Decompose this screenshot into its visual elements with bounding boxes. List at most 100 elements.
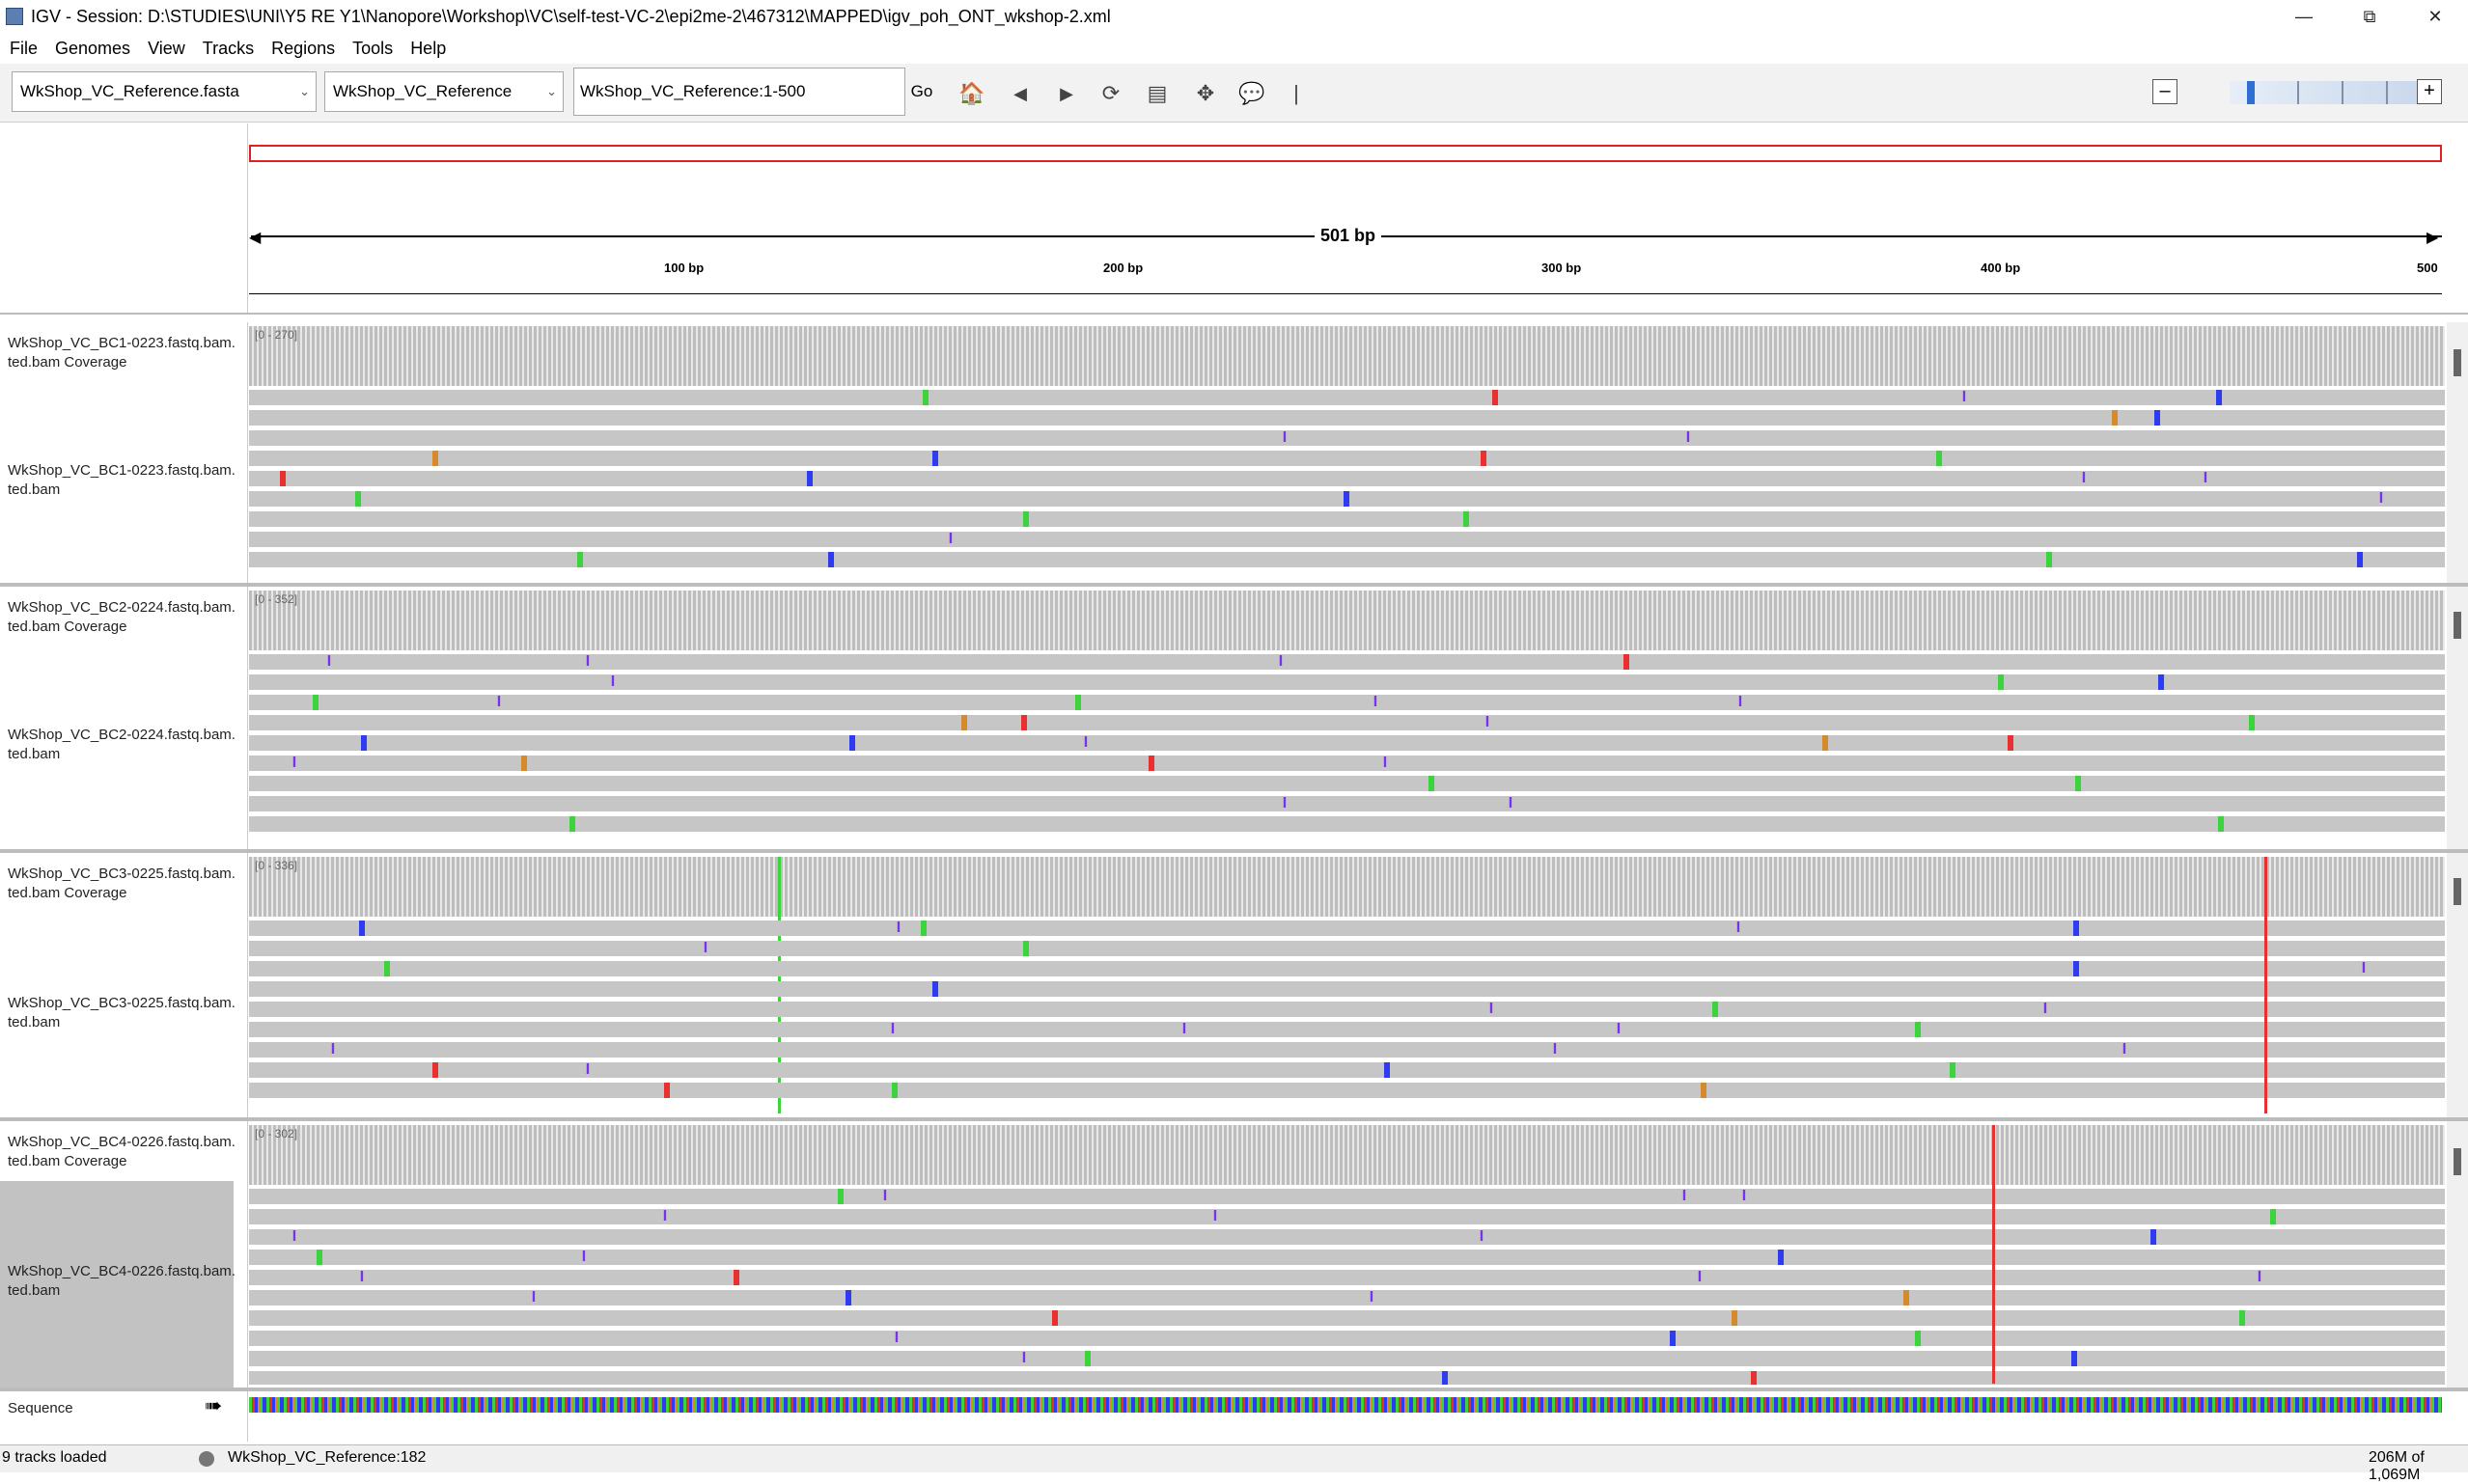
coverage-histogram[interactable]	[249, 857, 2445, 917]
panel-divider[interactable]	[0, 583, 2468, 587]
read-row[interactable]	[249, 1209, 2445, 1224]
menu-view[interactable]: View	[148, 38, 185, 58]
read-row[interactable]	[249, 921, 2445, 936]
read-row[interactable]	[249, 981, 2445, 997]
restore-button[interactable]: ⧉	[2363, 6, 2376, 26]
read-row[interactable]	[249, 796, 2445, 811]
read-row[interactable]	[249, 1002, 2445, 1017]
close-button[interactable]: ✕	[2427, 6, 2443, 26]
locus-input[interactable]: WkShop_VC_Reference:1-500	[573, 68, 905, 116]
go-button[interactable]: Go	[910, 82, 933, 100]
coverage-histogram[interactable]	[249, 591, 2445, 650]
alignment-track-name[interactable]: WkShop_VC_BC1-0223.fastq.bam. ted.bam	[8, 462, 236, 498]
read-row[interactable]	[249, 451, 2445, 466]
read-row[interactable]	[249, 532, 2445, 547]
coverage-track-name[interactable]: WkShop_VC_BC2-0224.fastq.bam. ted.bam Cov…	[8, 599, 236, 635]
home-icon[interactable]: 🏠	[958, 81, 985, 105]
coverage-histogram[interactable]	[249, 1125, 2445, 1185]
read-row[interactable]	[249, 1351, 2445, 1366]
reference-sequence-bases[interactable]	[249, 1397, 2442, 1413]
read-row[interactable]	[249, 430, 2445, 446]
variant-column-t	[1992, 1125, 1995, 1384]
genome-dropdown[interactable]: WkShop_VC_Reference.fasta ⌄	[12, 71, 317, 112]
read-row[interactable]	[249, 410, 2445, 426]
roi-icon[interactable]: ▤	[1147, 81, 1168, 105]
menu-tracks[interactable]: Tracks	[202, 38, 255, 58]
track-scrollbar[interactable]	[2447, 1121, 2468, 1388]
menu-regions[interactable]: Regions	[271, 38, 336, 58]
chromosome-ideogram[interactable]	[249, 145, 2442, 162]
read-row[interactable]	[249, 1371, 2445, 1385]
mismatch-t	[1623, 654, 1629, 670]
mismatch-c	[2150, 1229, 2156, 1245]
track-scrollbar-thumb[interactable]	[2454, 878, 2461, 905]
mismatch-c	[932, 981, 938, 997]
read-row[interactable]	[249, 1229, 2445, 1245]
read-row[interactable]	[249, 471, 2445, 486]
read-row[interactable]	[249, 961, 2445, 976]
read-row[interactable]	[249, 756, 2445, 771]
menu-file[interactable]: File	[10, 38, 39, 58]
track-scrollbar-thumb[interactable]	[2454, 1148, 2461, 1175]
read-row[interactable]	[249, 735, 2445, 751]
read-row[interactable]	[249, 715, 2445, 730]
coverage-track-name[interactable]: WkShop_VC_BC3-0225.fastq.bam. ted.bam Cov…	[8, 866, 236, 901]
menu-help[interactable]: Help	[410, 38, 447, 58]
mismatch-g	[1822, 735, 1828, 751]
mismatch-c	[2071, 1351, 2077, 1366]
strand-arrow-icon[interactable]: ➠	[205, 1393, 223, 1417]
read-row[interactable]	[249, 941, 2445, 956]
read-row[interactable]	[249, 552, 2445, 567]
read-row[interactable]	[249, 1250, 2445, 1265]
coverage-histogram[interactable]	[249, 326, 2445, 386]
panel-divider[interactable]	[0, 849, 2468, 853]
refresh-icon[interactable]: ⟳	[1101, 81, 1121, 105]
back-icon[interactable]: ◀	[1013, 83, 1027, 103]
read-row[interactable]	[249, 1270, 2445, 1285]
zoom-slider[interactable]	[2230, 81, 2442, 104]
read-row[interactable]	[249, 674, 2445, 690]
read-row[interactable]	[249, 511, 2445, 527]
chromosome-dropdown[interactable]: WkShop_VC_Reference ⌄	[324, 71, 564, 112]
read-row[interactable]	[249, 816, 2445, 832]
read-row[interactable]	[249, 1022, 2445, 1037]
zoom-in-button[interactable]: +	[2417, 79, 2442, 104]
alignment-track-name[interactable]: WkShop_VC_BC4-0226.fastq.bam. ted.bam	[8, 1263, 236, 1299]
read-row[interactable]	[249, 695, 2445, 710]
track-scrollbar-thumb[interactable]	[2454, 612, 2461, 639]
read-row[interactable]	[249, 654, 2445, 670]
popup-info-icon[interactable]: 💬	[1238, 81, 1265, 105]
memory-status: 206M of 1,069M	[2369, 1449, 2425, 1483]
coverage-range-label: [0 - 336]	[255, 859, 298, 872]
resize-icon[interactable]: ✥	[1196, 81, 1215, 105]
menu-genomes[interactable]: Genomes	[55, 38, 131, 58]
read-row[interactable]	[249, 1083, 2445, 1098]
panel-divider[interactable]	[0, 1388, 2468, 1391]
read-row[interactable]	[249, 1189, 2445, 1204]
read-row[interactable]	[249, 1042, 2445, 1058]
insertion-marker: I	[1616, 1021, 1622, 1037]
track-scrollbar[interactable]	[2447, 322, 2468, 583]
insertion-marker: I	[1508, 795, 1513, 811]
track-scrollbar-thumb[interactable]	[2454, 349, 2461, 376]
read-row[interactable]	[249, 776, 2445, 791]
coverage-track-name[interactable]: WkShop_VC_BC4-0226.fastq.bam. ted.bam Cov…	[8, 1134, 236, 1169]
read-row[interactable]	[249, 1331, 2445, 1346]
alignment-track-name[interactable]: WkShop_VC_BC3-0225.fastq.bam. ted.bam	[8, 995, 236, 1031]
zoom-out-button[interactable]: –	[2152, 79, 2177, 104]
sequence-track-name[interactable]: Sequence	[8, 1400, 73, 1416]
track-scrollbar[interactable]	[2447, 853, 2468, 1117]
zoom-slider-thumb[interactable]	[2247, 81, 2255, 104]
coverage-range-label: [0 - 270]	[255, 328, 298, 342]
alignment-track-name[interactable]: WkShop_VC_BC2-0224.fastq.bam. ted.bam	[8, 727, 236, 762]
coverage-track-name[interactable]: WkShop_VC_BC1-0223.fastq.bam. ted.bam Cov…	[8, 335, 236, 371]
read-row[interactable]	[249, 1290, 2445, 1305]
read-row[interactable]	[249, 1310, 2445, 1326]
track-scrollbar[interactable]	[2447, 587, 2468, 849]
menu-tools[interactable]: Tools	[352, 38, 394, 58]
read-row[interactable]	[249, 1062, 2445, 1078]
minimize-button[interactable]: —	[2295, 6, 2313, 26]
forward-icon[interactable]: ▶	[1060, 83, 1073, 103]
panel-divider[interactable]	[0, 1117, 2468, 1121]
read-row[interactable]	[249, 390, 2445, 405]
